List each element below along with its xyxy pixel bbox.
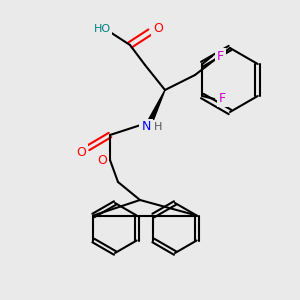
Text: O: O — [76, 146, 86, 158]
Polygon shape — [148, 90, 165, 123]
Text: F: F — [219, 92, 226, 106]
Text: H: H — [154, 122, 162, 132]
Text: O: O — [97, 154, 107, 166]
Text: HO: HO — [93, 24, 111, 34]
Text: F: F — [217, 50, 224, 62]
Text: O: O — [153, 22, 163, 35]
Text: N: N — [141, 121, 151, 134]
